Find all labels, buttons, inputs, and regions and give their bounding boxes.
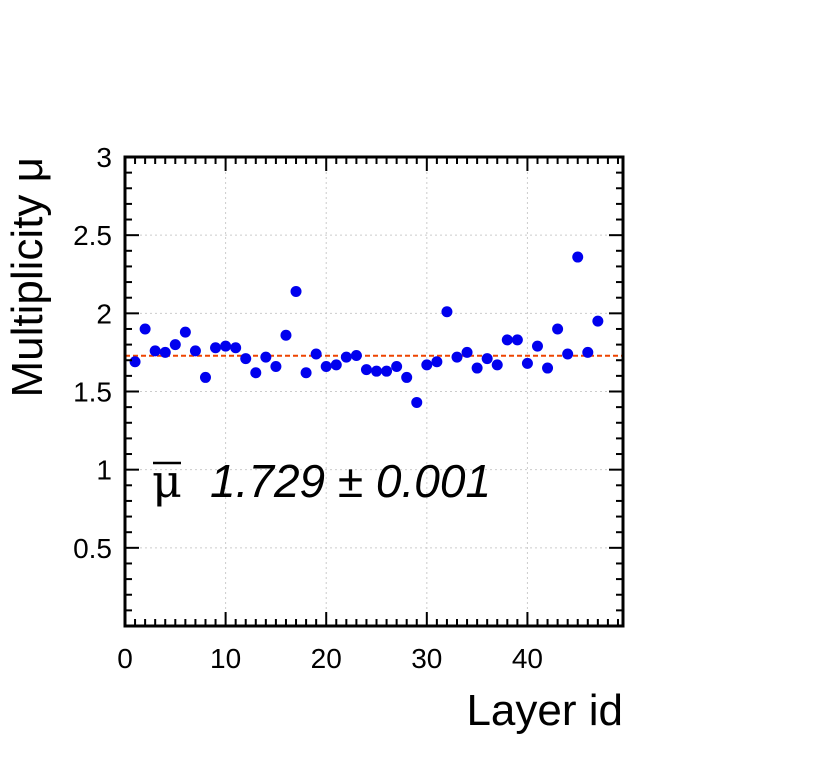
x-tick-label: 20 (311, 643, 342, 674)
x-tick-label: 30 (411, 643, 442, 674)
data-point (260, 351, 272, 363)
data-point (139, 323, 151, 335)
data-point (149, 345, 161, 357)
data-point (461, 346, 473, 358)
data-point (411, 396, 423, 408)
data-point (280, 329, 292, 341)
data-point (310, 348, 322, 360)
x-axis-title: Layer id (466, 686, 623, 735)
frame-layer (123, 155, 625, 628)
y-tick-label: 2 (96, 298, 112, 329)
data-point (240, 353, 252, 365)
labels-layer: 0 10 20 30 40 0.5 1 1.5 2 2.5 3 (73, 142, 543, 674)
data-point (220, 340, 232, 352)
data-point (360, 364, 372, 376)
points-layer (129, 251, 604, 408)
mu-symbol: μ (152, 454, 182, 508)
data-point (572, 251, 584, 263)
data-point (300, 367, 312, 379)
data-point (179, 326, 191, 338)
data-point (501, 334, 513, 346)
x-tick-label: 10 (210, 643, 241, 674)
y-tick-label: 3 (96, 142, 112, 173)
data-point (199, 371, 211, 383)
data-point (471, 362, 483, 374)
data-point (320, 360, 332, 372)
x-tick-label: 40 (512, 643, 543, 674)
data-point (270, 360, 282, 372)
data-point (421, 359, 433, 371)
mean-annotation: μ 1.729 ± 0.001 (152, 454, 491, 508)
data-point (230, 342, 242, 354)
data-point (189, 345, 201, 357)
data-point (431, 356, 443, 368)
data-point (381, 365, 393, 377)
data-point (371, 365, 383, 377)
data-point (330, 359, 342, 371)
data-point (542, 362, 554, 374)
y-tick-label: 2.5 (73, 220, 112, 251)
data-point (250, 367, 262, 379)
data-point (159, 346, 171, 358)
data-point (552, 323, 564, 335)
data-point (129, 356, 141, 368)
data-point (521, 357, 533, 369)
data-point (340, 351, 352, 363)
data-point (491, 359, 503, 371)
data-point (481, 353, 493, 365)
data-point (531, 340, 543, 352)
data-point (451, 351, 463, 363)
data-point (350, 350, 362, 362)
y-tick-label: 1.5 (73, 377, 112, 408)
ticks-layer (124, 156, 623, 626)
mean-value-label: 1.729 ± 0.001 (210, 455, 491, 507)
data-point (592, 315, 604, 327)
x-tick-label: 0 (117, 643, 133, 674)
data-point (210, 342, 222, 354)
data-point (391, 360, 403, 372)
data-point (511, 334, 523, 346)
y-tick-label: 0.5 (73, 533, 112, 564)
data-point (169, 339, 181, 351)
plot-frame (123, 155, 625, 628)
data-point (562, 348, 574, 360)
y-tick-label: 1 (96, 455, 112, 486)
y-axis-title: Multiplicity μ (3, 157, 52, 398)
data-point (401, 371, 413, 383)
data-point (441, 306, 453, 318)
grid-layer (125, 157, 623, 626)
data-point (582, 346, 594, 358)
data-point (290, 285, 302, 297)
